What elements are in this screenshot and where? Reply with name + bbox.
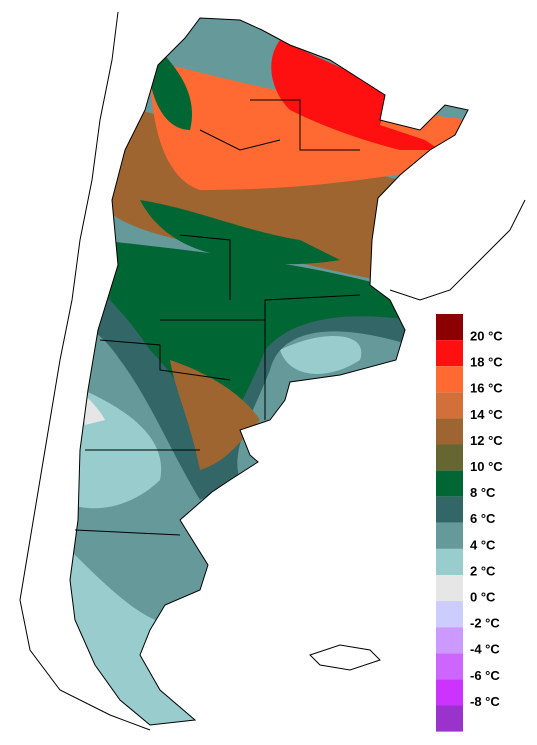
- province-borders: [69, 17, 469, 726]
- legend-label: 10 °C: [470, 459, 503, 474]
- legend-swatch: [436, 340, 463, 367]
- legend-swatch: [436, 314, 463, 341]
- legend-label: 14 °C: [470, 407, 503, 422]
- legend-swatch: [436, 575, 463, 602]
- legend-label: -8 °C: [470, 694, 500, 709]
- legend-label: -4 °C: [470, 642, 500, 657]
- legend: 20 °C 18 °C 16 °C 14 °C 12 °C 10 °C 8 °C 6 °C 4 …: [436, 314, 503, 732]
- legend-swatch: [436, 548, 463, 575]
- legend-swatch: [436, 601, 463, 628]
- legend-label: 12 °C: [470, 433, 503, 448]
- legend-label: 18 °C: [470, 355, 503, 370]
- legend-label: -6 °C: [470, 668, 500, 683]
- legend-label: 6 °C: [470, 511, 496, 526]
- legend-swatch: [436, 392, 463, 419]
- legend-label: 2 °C: [470, 563, 496, 578]
- legend-swatch: [436, 444, 463, 471]
- legend-label: 20 °C: [470, 329, 503, 344]
- legend-swatch: [436, 366, 463, 393]
- legend-label: 0 °C: [470, 590, 496, 605]
- legend-label: -2 °C: [470, 616, 500, 631]
- legend-swatch: [436, 679, 463, 706]
- legend-swatch: [436, 627, 463, 654]
- legend-swatch: [436, 418, 463, 445]
- legend-swatch: [436, 496, 463, 523]
- legend-label: 4 °C: [470, 537, 496, 552]
- legend-swatch: [436, 470, 463, 497]
- legend-swatch: [436, 653, 463, 680]
- legend-swatch: [436, 705, 463, 732]
- legend-label: 16 °C: [470, 381, 503, 396]
- chile-outline: [19, 11, 526, 731]
- legend-label: 8 °C: [470, 485, 496, 500]
- legend-swatch: [436, 522, 463, 549]
